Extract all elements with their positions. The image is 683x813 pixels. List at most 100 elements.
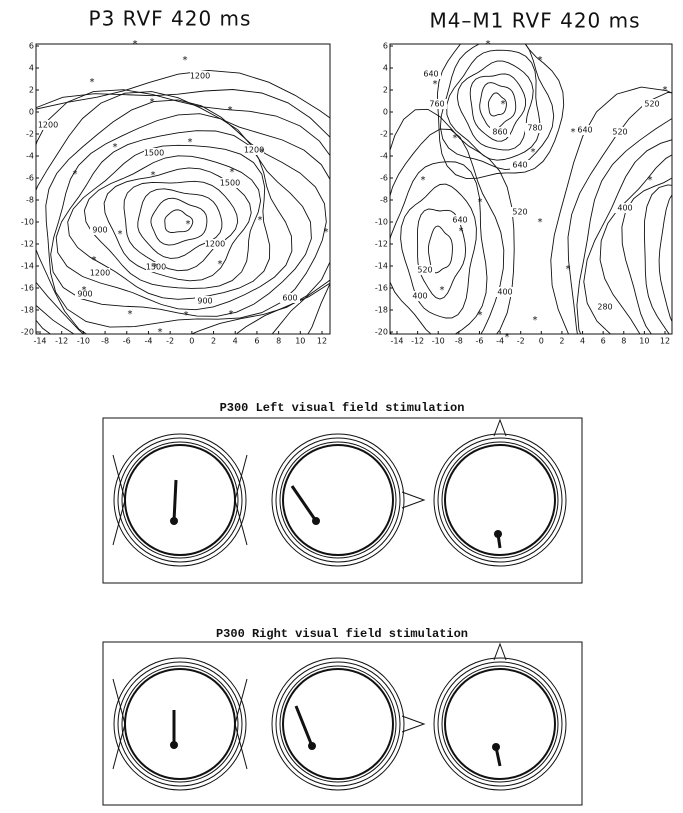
contour-label: 640 — [512, 161, 527, 170]
figure: P3 RVF 420 ms M4–M1 RVF 420 ms P300 Left… — [0, 0, 683, 809]
y-tick-label: 2 — [29, 86, 34, 95]
electrode: * — [440, 285, 445, 296]
x-tick-label: -6 — [123, 337, 131, 346]
electrode: * — [82, 285, 87, 296]
dipole-origin — [494, 530, 502, 538]
y-tick-label: -14 — [375, 262, 388, 271]
electrode: * — [153, 262, 158, 273]
head-ring — [276, 662, 400, 786]
contour-label: 1200 — [190, 72, 210, 81]
head-ring — [122, 442, 238, 558]
x-tick-label: -12 — [55, 337, 68, 346]
head-ring — [272, 658, 404, 790]
electrode: * — [228, 105, 233, 116]
y-tick-label: -18 — [375, 306, 388, 315]
y-tick-label: -20 — [375, 328, 388, 337]
electrode: * — [648, 175, 653, 186]
x-tick-label: -2 — [166, 337, 174, 346]
contour-label: 1500 — [220, 179, 240, 188]
electrode: * — [538, 217, 543, 228]
x-tick-label: 4 — [233, 337, 238, 346]
contour-line — [584, 134, 683, 384]
nose — [402, 492, 424, 508]
head-ring — [114, 434, 246, 566]
x-tick-label: -4 — [496, 337, 504, 346]
y-tick-label: -18 — [21, 306, 34, 315]
y-tick-label: -12 — [375, 240, 388, 249]
head-ring — [434, 658, 566, 790]
contour-label: 760 — [429, 100, 444, 109]
electrode: * — [151, 170, 156, 181]
electrode: * — [188, 137, 193, 148]
electrode: * — [433, 79, 438, 90]
electrode: * — [150, 97, 155, 108]
electrode: * — [531, 147, 536, 158]
contour-label: 860 — [492, 128, 507, 137]
contour-label: 1200 — [90, 269, 110, 278]
x-tick-label: 10 — [639, 337, 649, 346]
electrode: * — [158, 327, 163, 338]
y-tick-label: 2 — [383, 86, 388, 95]
contour-label: 640 — [423, 70, 438, 79]
nose — [402, 716, 424, 732]
electrode: * — [73, 169, 78, 180]
contour-label: 900 — [92, 226, 107, 235]
contour-label: 640 — [452, 216, 467, 225]
y-tick-label: 0 — [29, 108, 34, 117]
electrode: * — [186, 219, 191, 230]
head-ring — [118, 662, 242, 786]
panel-title: P3 RVF 420 ms — [89, 7, 252, 31]
electrode: * — [566, 264, 571, 275]
x-tick-label: -4 — [144, 337, 152, 346]
contour-label: 400 — [497, 288, 512, 297]
x-tick-label: 0 — [189, 337, 194, 346]
contour-label: 520 — [417, 266, 432, 275]
electrode: * — [505, 332, 510, 343]
dipole — [292, 486, 316, 521]
dipole-title: P300 Left visual field stimulation — [220, 401, 465, 415]
dipole — [296, 706, 312, 746]
contour-line — [387, 162, 488, 339]
contour-label: 1200 — [38, 121, 58, 130]
head-ring — [125, 445, 235, 555]
head-ring — [280, 442, 396, 558]
electrode: * — [218, 259, 223, 270]
head-ring — [118, 438, 242, 562]
contour-line — [370, 109, 514, 389]
dipole-origin — [170, 517, 178, 525]
side-view — [113, 679, 247, 769]
head-ring — [283, 445, 393, 555]
y-tick-label: -6 — [26, 174, 34, 183]
contour-label: 520 — [644, 100, 659, 109]
contour-label: 280 — [597, 303, 612, 312]
y-tick-label: -14 — [21, 262, 34, 271]
electrode: * — [533, 315, 538, 326]
panel-title: M4–M1 RVF 420 ms — [429, 9, 640, 33]
contour-line — [151, 198, 207, 245]
y-tick-label: -10 — [21, 218, 34, 227]
y-tick-label: 4 — [383, 64, 388, 73]
dipole-origin — [492, 743, 500, 751]
contour-label: 520 — [512, 208, 527, 217]
contour-line — [124, 181, 238, 270]
x-tick-label: 10 — [295, 337, 305, 346]
electrode: * — [133, 39, 138, 50]
y-tick-label: -10 — [375, 218, 388, 227]
electrode: * — [92, 255, 97, 266]
contour-line — [644, 185, 683, 351]
y-tick-label: -2 — [26, 130, 34, 139]
x-tick-label: 12 — [317, 337, 327, 346]
contour-label: 520 — [612, 128, 627, 137]
x-tick-label: 6 — [601, 337, 606, 346]
contour-label: 1200 — [205, 240, 225, 249]
x-tick-label: 2 — [211, 337, 216, 346]
contour-label: 780 — [527, 124, 542, 133]
contour-label: 1500 — [144, 149, 164, 158]
x-tick-label: -10 — [432, 337, 445, 346]
y-tick-label: 6 — [29, 42, 34, 51]
electrode: * — [118, 229, 123, 240]
electrode: * — [421, 175, 426, 186]
x-tick-label: -2 — [517, 337, 525, 346]
electrode: * — [478, 197, 483, 208]
x-tick-label: -14 — [33, 337, 46, 346]
